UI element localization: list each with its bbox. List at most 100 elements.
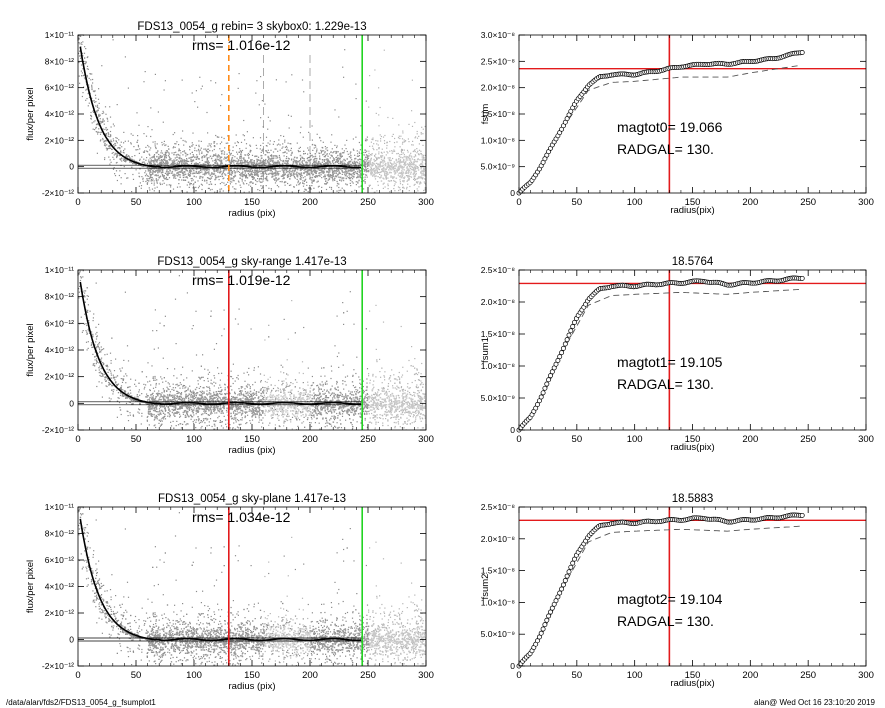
radial-profile-line — [79, 518, 362, 642]
magnitude-text: magtot2= 19.104 — [617, 591, 723, 607]
y-tick-label: 0 — [69, 635, 74, 645]
x-tick-label: 0 — [516, 434, 521, 445]
x-tick-label: 150 — [244, 670, 260, 681]
x-tick-label: 100 — [627, 197, 643, 208]
fsum-point — [557, 590, 563, 596]
fsum-point — [562, 341, 568, 347]
x-tick-label: 250 — [800, 434, 816, 445]
fsum-markers — [516, 512, 805, 669]
magnitude-text: magtot0= 19.066 — [617, 119, 723, 135]
x-tick-label: 0 — [75, 197, 80, 208]
fsum-panel-1 — [516, 34, 867, 196]
y-tick-label: 5.0×10⁻⁹ — [481, 393, 516, 403]
fsum-point — [535, 638, 540, 644]
fsum-point — [568, 564, 574, 570]
y-tick-label: 2.5×10⁻⁸ — [481, 265, 516, 275]
y-tick-label: 4×10⁻¹² — [45, 582, 74, 592]
flux-panel-2 — [77, 269, 427, 431]
flux-panel-1 — [77, 34, 427, 194]
fsum-point — [555, 594, 561, 600]
y-tick-label: 1.5×10⁻⁸ — [481, 329, 516, 339]
fsum-point — [544, 617, 550, 623]
x-tick-label: 0 — [516, 670, 521, 681]
x-tick-label: 300 — [418, 670, 434, 681]
y-tick-label: 2.5×10⁻⁸ — [481, 502, 516, 512]
y-tick-label: 1.0×10⁻⁸ — [481, 135, 516, 145]
x-axis-label: radius (pix) — [229, 445, 276, 456]
y-tick-label: 0 — [510, 661, 515, 671]
footer-timestamp: alan@ Wed Oct 16 23:10:20 2019 — [754, 698, 875, 707]
x-tick-label: 300 — [418, 197, 434, 208]
fsum-point — [540, 626, 546, 632]
fsum-point — [570, 560, 576, 566]
x-tick-label: 200 — [302, 434, 318, 445]
fsum-point — [536, 634, 542, 640]
x-tick-label: 300 — [858, 197, 874, 208]
y-tick-label: 2×10⁻¹² — [45, 135, 74, 145]
y-tick-label: 8×10⁻¹² — [45, 292, 74, 302]
x-tick-label: 250 — [800, 197, 816, 208]
axes-frame — [518, 506, 867, 667]
scatter-points — [78, 35, 426, 193]
x-tick-label: 100 — [186, 434, 202, 445]
fsum-point — [566, 332, 572, 338]
y-tick-label: -2×10⁻¹² — [42, 188, 74, 198]
y-tick-label: 5.0×10⁻⁹ — [481, 629, 516, 639]
x-tick-label: 300 — [858, 434, 874, 445]
y-tick-label: 4×10⁻¹² — [45, 345, 74, 355]
x-tick-label: 50 — [131, 434, 142, 445]
x-axis-label: radius(pix) — [670, 442, 714, 453]
fsum-point — [538, 394, 544, 400]
y-tick-label: 5.0×10⁻⁹ — [481, 162, 516, 172]
y-tick-label: 0 — [510, 425, 515, 435]
fsum-panel-3 — [516, 506, 867, 669]
x-tick-label: 300 — [418, 434, 434, 445]
x-tick-label: 250 — [360, 670, 376, 681]
fsum-point — [553, 361, 559, 367]
x-tick-label: 50 — [131, 197, 142, 208]
fsum-point — [548, 609, 553, 615]
fsum-point — [548, 373, 553, 379]
x-tick-label: 150 — [244, 197, 260, 208]
fsum-point — [555, 358, 561, 363]
radgal-text: RADGAL= 130. — [617, 376, 714, 392]
y-tick-label: 2×10⁻¹² — [45, 372, 74, 382]
fsum-point — [799, 50, 805, 55]
y-tick-label: -2×10⁻¹² — [42, 425, 74, 435]
x-tick-label: 100 — [186, 670, 202, 681]
fsum-point — [559, 350, 565, 356]
x-axis-label: radius(pix) — [670, 678, 714, 689]
fsum-markers — [516, 50, 805, 196]
x-tick-label: 150 — [685, 197, 701, 208]
x-tick-label: 0 — [75, 670, 80, 681]
y-axis-label: flux/per pixel — [25, 560, 36, 613]
fsum-point — [549, 605, 555, 611]
y-tick-label: 1.0×10⁻⁸ — [481, 361, 516, 371]
x-tick-label: 100 — [186, 197, 202, 208]
fsum-lower-dashed — [518, 525, 801, 667]
y-tick-label: 4×10⁻¹² — [45, 109, 74, 119]
fsum-point — [535, 402, 540, 407]
y-tick-label: 2.5×10⁻⁸ — [481, 56, 516, 66]
y-tick-label: 1.5×10⁻⁸ — [481, 109, 516, 119]
fsum-point — [540, 390, 546, 396]
y-tick-label: 3.0×10⁻⁸ — [481, 30, 516, 40]
y-tick-label: 2.0×10⁻⁸ — [481, 297, 516, 307]
fsum-point — [557, 354, 563, 360]
y-tick-label: 0 — [510, 188, 515, 198]
x-tick-label: 200 — [302, 197, 318, 208]
y-tick-label: 2.0×10⁻⁸ — [481, 534, 516, 544]
x-tick-label: 50 — [572, 434, 583, 445]
fsum-point — [570, 324, 576, 329]
panel-title: FDS13_0054_g rebin= 3 skybox0: 1.229e-13 — [137, 21, 366, 33]
fsum-point — [549, 369, 555, 375]
y-tick-label: 1×10⁻¹¹ — [45, 30, 74, 40]
y-tick-label: 8×10⁻¹² — [45, 56, 74, 66]
rms-value: rms= 1.016e-12 — [192, 37, 291, 53]
y-axis-label: fsum — [480, 104, 491, 125]
fsum-point — [566, 569, 572, 575]
fsum-point — [568, 328, 574, 334]
panel-title: FDS13_0054_g sky-range 1.417e-13 — [157, 256, 346, 268]
fsum-point — [562, 578, 568, 583]
